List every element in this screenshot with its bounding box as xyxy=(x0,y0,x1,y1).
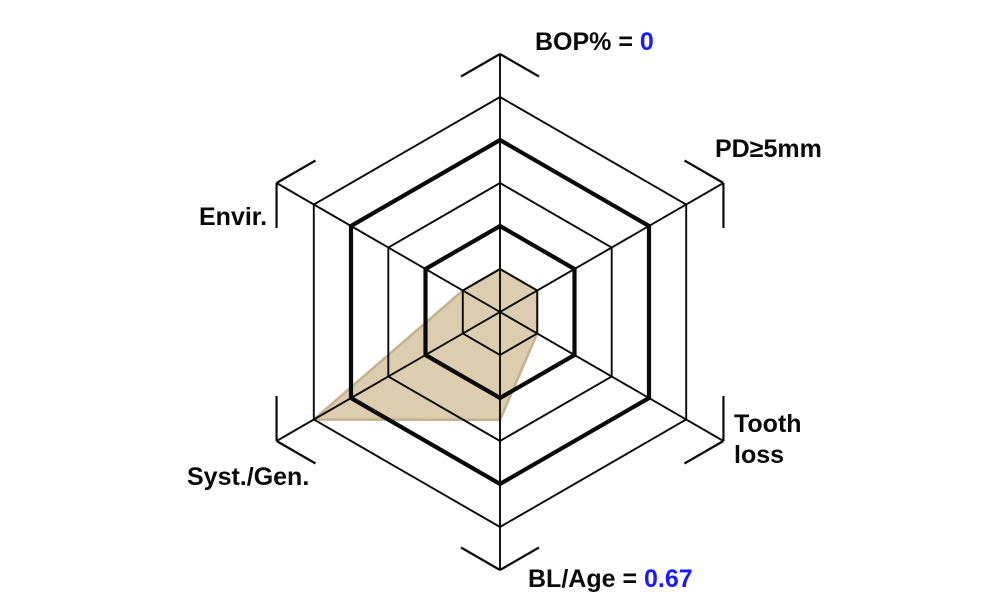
axis-label-tooth-loss: Tooth loss xyxy=(734,409,802,471)
tip-bracket-4 xyxy=(276,440,317,465)
axis-label-syst-gen: Syst./Gen. xyxy=(187,462,309,493)
axis-label-bop: BOP% = 0 xyxy=(535,27,654,58)
axis-spoke-2 xyxy=(276,182,724,442)
axis-label-tooth-loss-text: Tooth loss xyxy=(734,410,802,469)
tip-bracket-1 xyxy=(683,159,724,184)
axis-label-pd-text: PD≥5mm xyxy=(715,135,822,163)
tip-bracket-5 xyxy=(276,159,317,184)
axis-label-envir-text: Envir. xyxy=(199,203,268,231)
axis-label-envir: Envir. xyxy=(199,202,267,233)
axis-value-bop: 0 xyxy=(639,28,654,56)
axis-label-bop-text: BOP% = xyxy=(535,28,640,56)
tip-bracket-0 xyxy=(499,53,540,78)
tip-bracket-0 xyxy=(460,53,501,78)
axis-label-bl-age-text: BL/Age = xyxy=(528,565,644,593)
tip-bracket-3 xyxy=(499,546,540,571)
axis-label-pd: PD≥5mm xyxy=(715,134,822,165)
tip-bracket-3 xyxy=(460,546,501,571)
axis-value-bl-age: 0.67 xyxy=(644,565,693,593)
axis-label-syst-gen-text: Syst./Gen. xyxy=(187,463,310,491)
tip-bracket-2 xyxy=(683,440,724,465)
axis-label-bl-age: BL/Age = 0.67 xyxy=(528,564,693,595)
